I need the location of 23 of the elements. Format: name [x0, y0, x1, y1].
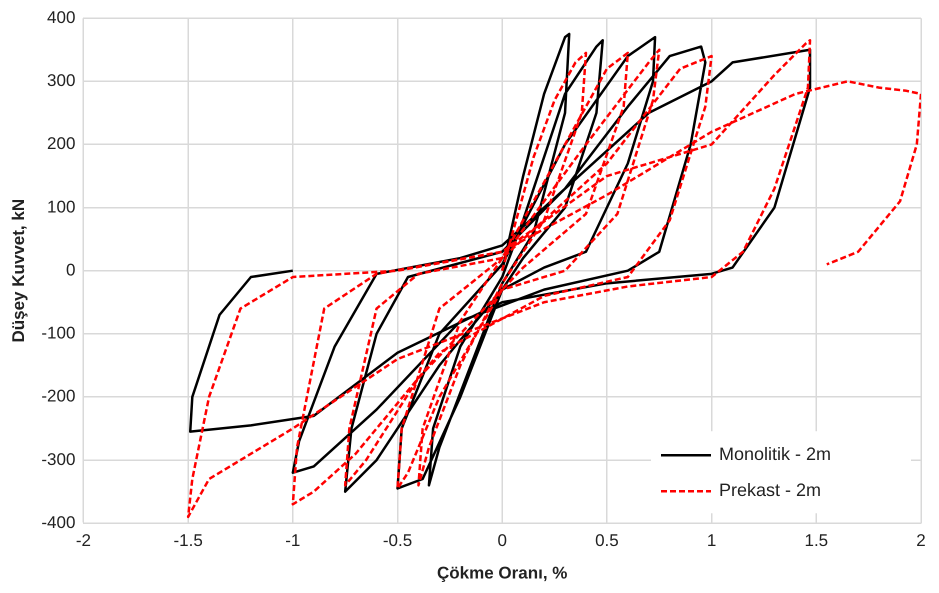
y-tick-label: 300 — [47, 71, 76, 90]
y-axis-title: Düşey Kuvvet, kN — [8, 198, 28, 343]
y-tick-label: -300 — [41, 450, 76, 469]
y-tick-label: 400 — [47, 8, 76, 27]
y-tick-label: -100 — [41, 324, 76, 343]
y-tick-label: -200 — [41, 386, 76, 406]
y-tick-label: -400 — [41, 512, 76, 532]
x-tick-label: -0.5 — [382, 531, 412, 550]
legend-label: Prekast - 2m — [719, 480, 822, 500]
x-tick-label: -2 — [76, 531, 91, 550]
line-series — [186, 39, 921, 518]
x-axis-title: Çökme Oranı, % — [437, 563, 568, 582]
y-tick-label: 100 — [47, 197, 76, 216]
x-tick-label: 0.5 — [595, 531, 619, 550]
y-tick-label: 0 — [66, 260, 76, 280]
x-tick-label: 1 — [706, 531, 716, 550]
x-tick-label: -1.5 — [173, 531, 203, 550]
x-tick-label: 0 — [497, 531, 507, 550]
x-tick-label: 2 — [916, 531, 926, 550]
x-tick-label: 1.5 — [804, 531, 828, 550]
x-tick-label: -1 — [285, 531, 300, 550]
legend-label: Monolitik - 2m — [719, 444, 832, 464]
y-tick-label: 200 — [47, 134, 76, 154]
